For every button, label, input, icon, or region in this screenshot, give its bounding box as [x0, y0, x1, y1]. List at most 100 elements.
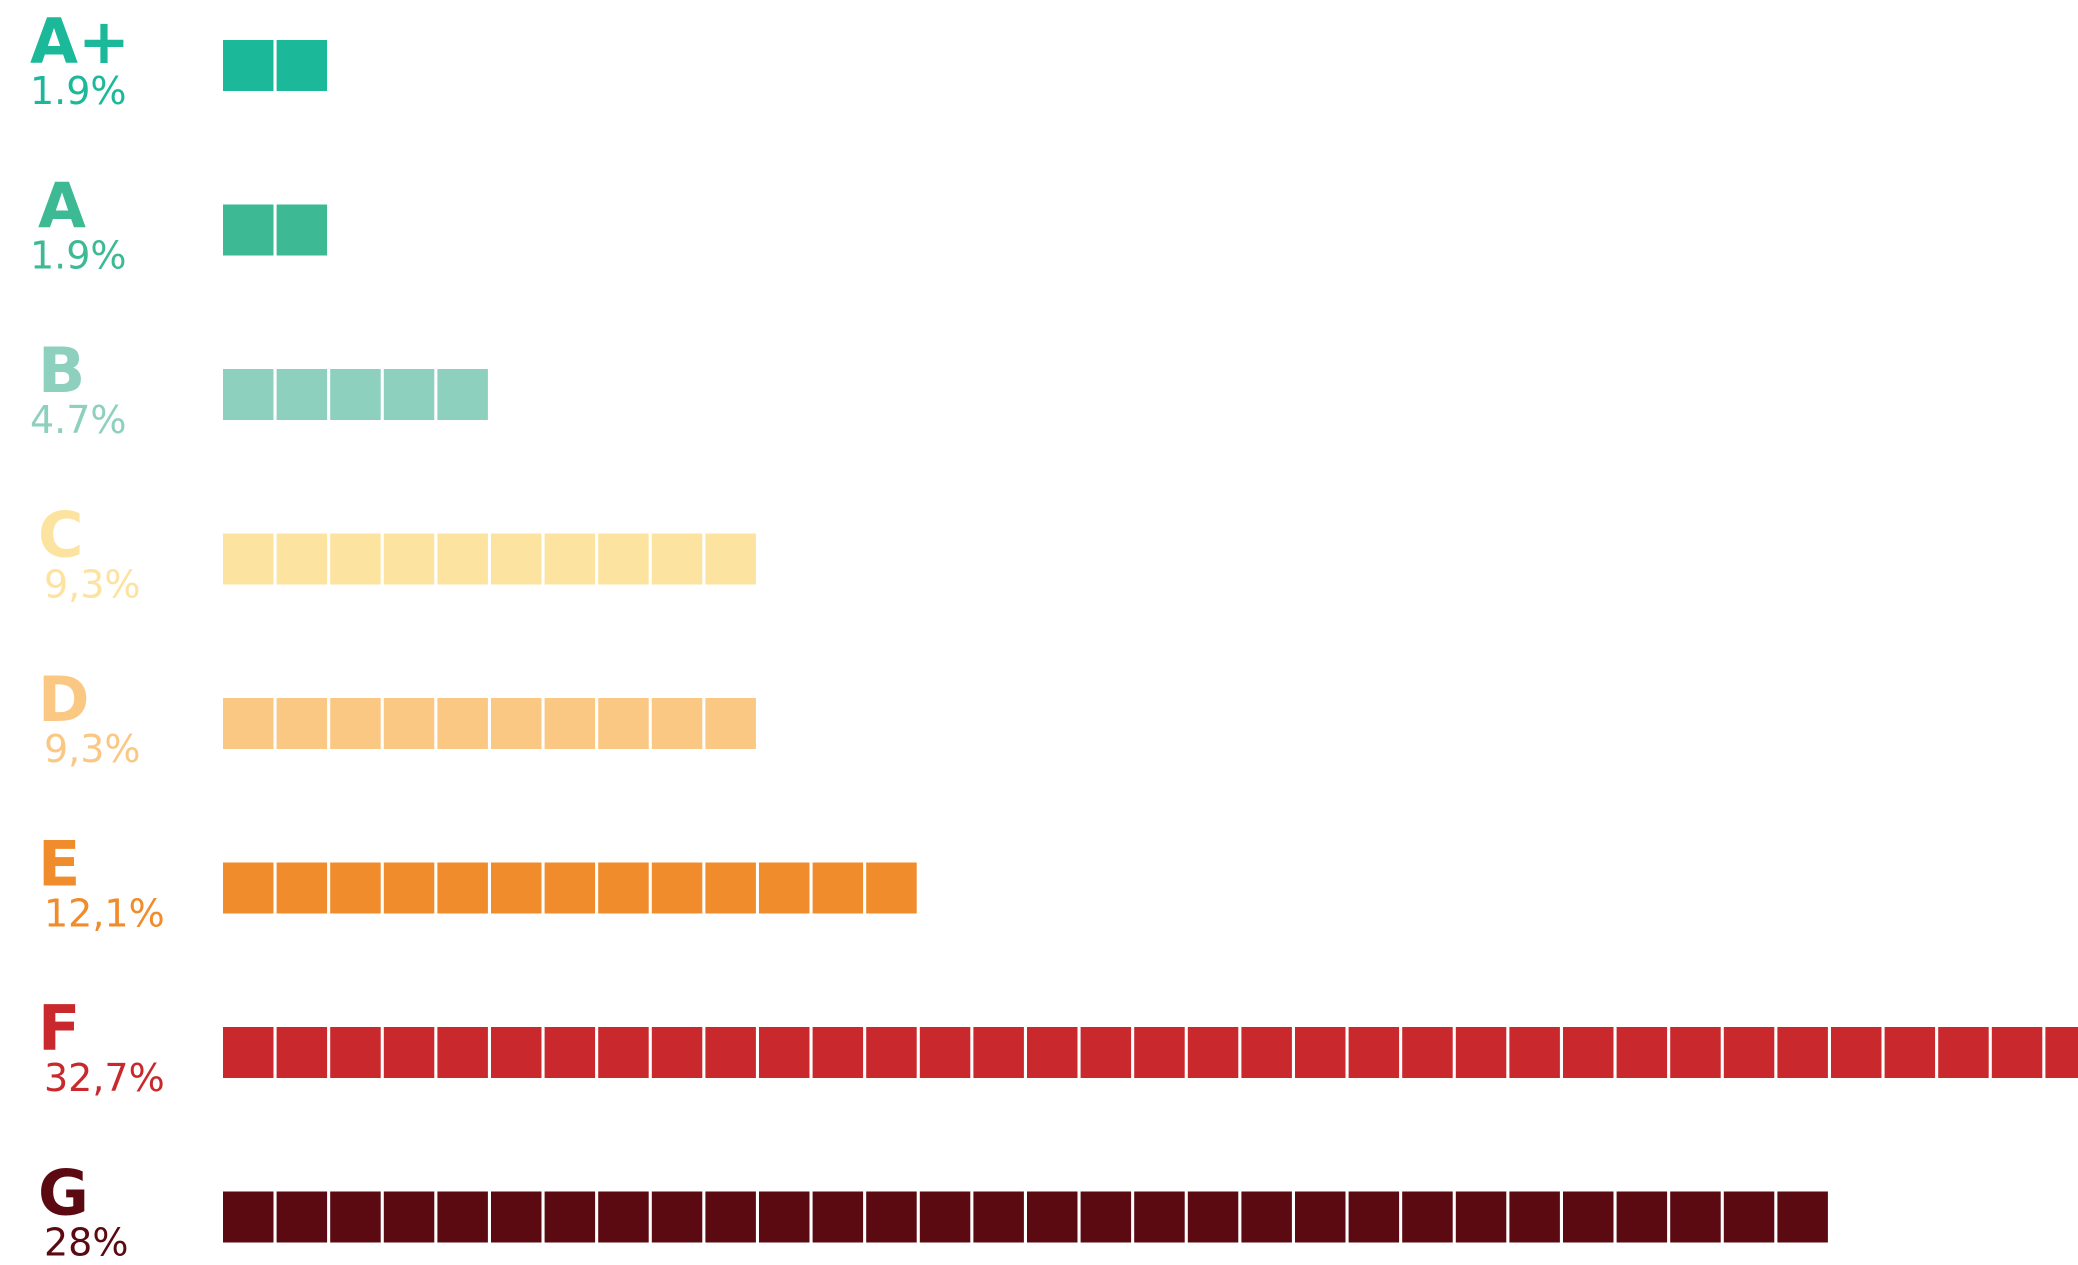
bar-square	[437, 862, 488, 914]
bar-square	[651, 1027, 703, 1078]
bar-square	[866, 1191, 917, 1243]
bar-square	[491, 698, 542, 749]
bar-square	[330, 862, 381, 914]
grade-percent-label: 9,3%	[44, 563, 141, 607]
bar-square	[598, 533, 649, 585]
bar-square	[651, 862, 703, 914]
bar-square	[759, 1027, 810, 1078]
bar-square	[276, 698, 328, 749]
grade-label-b: B	[38, 334, 85, 407]
bar-square	[1241, 1027, 1292, 1078]
bar-square	[223, 40, 274, 91]
bar-square	[812, 862, 864, 914]
bar-square	[383, 698, 435, 749]
bar-square	[1187, 1191, 1239, 1243]
bar-square	[1027, 1191, 1078, 1243]
bar-square	[223, 369, 274, 420]
bar-square	[491, 1027, 542, 1078]
bar-square	[1616, 1191, 1668, 1243]
bar-square	[1509, 1027, 1560, 1078]
bar-square	[866, 862, 917, 914]
bar-square	[223, 862, 274, 914]
bar-square	[437, 1191, 488, 1243]
bar-square	[1670, 1027, 1721, 1078]
bar-square	[759, 862, 810, 914]
bar-square	[544, 862, 596, 914]
grade-percent-label: 9,3%	[44, 727, 141, 771]
bar-square	[1080, 1027, 1132, 1078]
bar-square	[705, 533, 756, 585]
bar-square	[1723, 1191, 1775, 1243]
bar-square	[651, 533, 703, 585]
bar-square	[491, 1191, 542, 1243]
bar-square	[866, 1027, 917, 1078]
bar-square	[705, 1027, 756, 1078]
bar-square	[651, 1191, 703, 1243]
grade-label-d: D	[38, 663, 89, 736]
bar-square	[919, 1191, 971, 1243]
bar-square	[1134, 1027, 1185, 1078]
bar-square	[1563, 1191, 1614, 1243]
bar-square	[1080, 1191, 1132, 1243]
bar-square	[973, 1191, 1024, 1243]
bar-square	[437, 1027, 488, 1078]
bar-square	[1777, 1191, 1828, 1243]
grade-label-aplus: A+	[30, 5, 130, 78]
grade-label-a: A	[38, 170, 86, 243]
bar-square	[1938, 1027, 1989, 1078]
bar-square	[1831, 1027, 1882, 1078]
bar-square	[330, 369, 381, 420]
bar-square	[276, 862, 328, 914]
bar-square	[383, 1191, 435, 1243]
bar-square	[223, 1191, 274, 1243]
grade-label-f: F	[38, 992, 80, 1065]
bar-square	[383, 369, 435, 420]
bar-square	[330, 698, 381, 749]
bar-square	[2045, 1027, 2078, 1078]
bar-square	[705, 1191, 756, 1243]
bar-square	[1241, 1191, 1292, 1243]
bar-square	[437, 533, 488, 585]
bar-square	[973, 1027, 1024, 1078]
bar-square	[598, 1027, 649, 1078]
bar-square	[1402, 1191, 1453, 1243]
bar-square	[651, 698, 703, 749]
grade-percent-label: 4.7%	[30, 398, 127, 442]
bar-square	[330, 1027, 381, 1078]
bar-square	[1295, 1027, 1346, 1078]
bar-square	[1884, 1027, 1936, 1078]
bar-square	[330, 1191, 381, 1243]
bar-square	[1134, 1191, 1185, 1243]
bar-square	[1027, 1027, 1078, 1078]
bar-square	[705, 862, 756, 914]
bar-square	[544, 698, 596, 749]
bar-square	[491, 862, 542, 914]
bar-square	[812, 1191, 864, 1243]
bar-square	[812, 1027, 864, 1078]
bar-square	[223, 1027, 274, 1078]
bar-square	[383, 533, 435, 585]
bar-square	[276, 533, 328, 585]
bar-square	[919, 1027, 971, 1078]
bar-square	[1348, 1027, 1400, 1078]
bar-square	[1991, 1027, 2043, 1078]
bar-square	[759, 1191, 810, 1243]
bar-square	[383, 862, 435, 914]
grade-percent-label: 12,1%	[44, 892, 165, 936]
bar-square	[383, 1027, 435, 1078]
bar-square	[1563, 1027, 1614, 1078]
bar-square	[1187, 1027, 1239, 1078]
bar-square	[598, 698, 649, 749]
bar-square	[276, 369, 328, 420]
bar-square	[276, 1027, 328, 1078]
bar-square	[223, 698, 274, 749]
bar-square	[1348, 1191, 1400, 1243]
bar-square	[1402, 1027, 1453, 1078]
grade-percent-label: 1.9%	[30, 234, 127, 278]
bar-square	[1616, 1027, 1668, 1078]
grade-label-c: C	[38, 499, 84, 572]
bar-square	[223, 533, 274, 585]
grade-percent-label: 1.9%	[30, 69, 127, 113]
bar-square	[1777, 1027, 1828, 1078]
